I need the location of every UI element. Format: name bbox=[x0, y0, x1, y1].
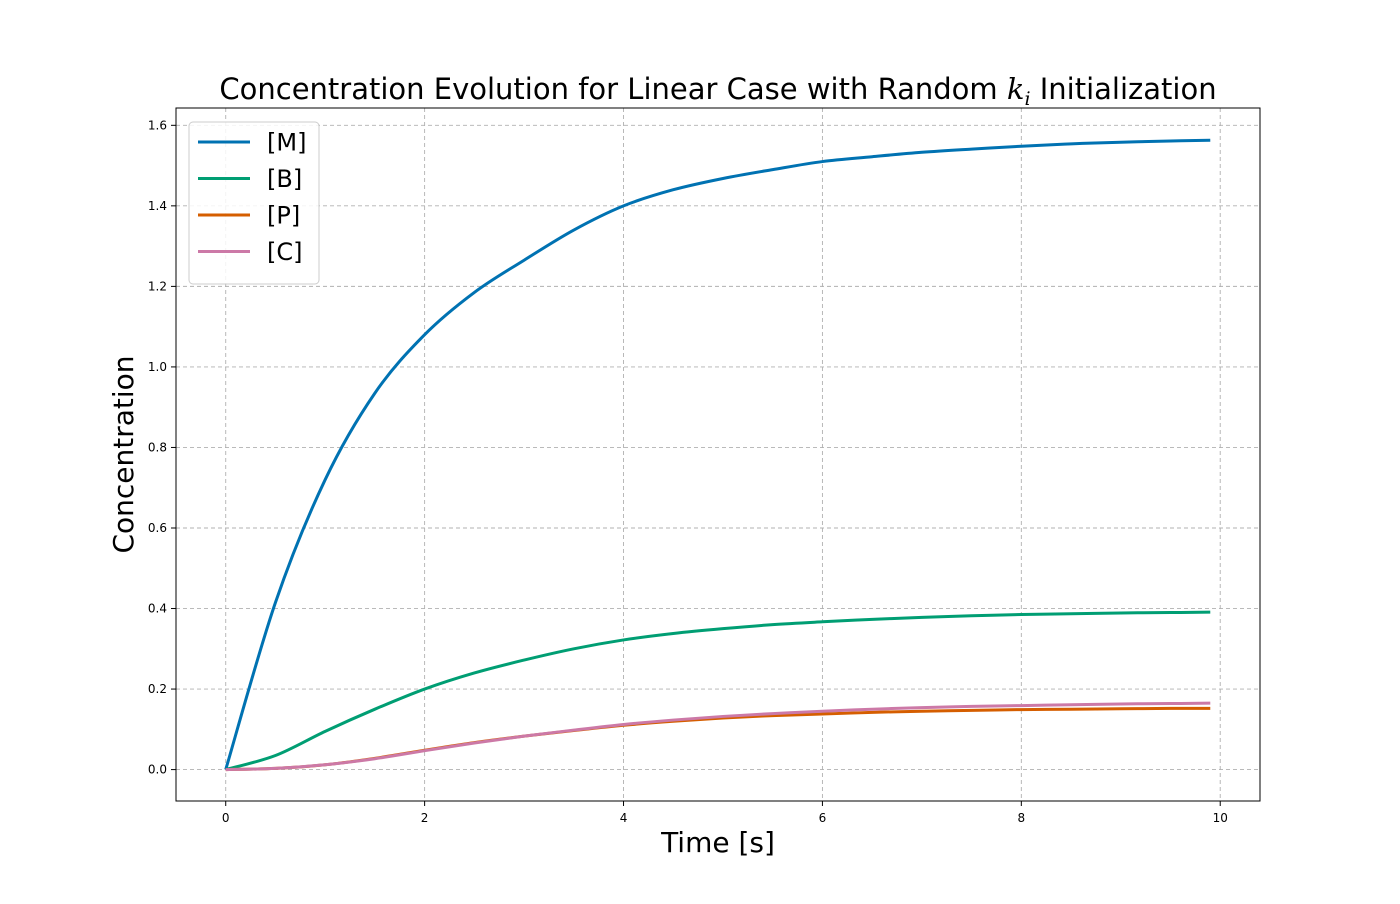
y-tick-label: 1.4 bbox=[148, 199, 167, 213]
legend-label: [C] bbox=[267, 238, 302, 266]
legend-box bbox=[188, 121, 320, 285]
chart-title-prefix: Concentration Evolution for Linear Case … bbox=[219, 72, 1006, 106]
y-tick-label: 0.4 bbox=[148, 602, 167, 616]
legend-label: [P] bbox=[267, 202, 300, 230]
y-tick-label: 1.6 bbox=[148, 118, 167, 132]
chart-title-math-var: k bbox=[1007, 72, 1025, 106]
plot-area-frame bbox=[175, 107, 1261, 802]
y-tick-label: 0.2 bbox=[148, 682, 167, 696]
series-line-c bbox=[225, 701, 1211, 772]
x-tick-label: 6 bbox=[819, 811, 827, 825]
x-tick-label: 4 bbox=[620, 811, 628, 825]
y-tick-label: 1.2 bbox=[148, 279, 167, 293]
legend: [M] [B] [P] [C] bbox=[188, 121, 320, 285]
series-line-m bbox=[224, 138, 1211, 771]
x-tick-label: 8 bbox=[1018, 811, 1026, 825]
y-tick-label: 1.0 bbox=[148, 360, 167, 374]
x-tick-label: 10 bbox=[1213, 811, 1228, 825]
x-tick-label: 2 bbox=[421, 811, 429, 825]
chart-title-suffix: Initialization bbox=[1031, 72, 1217, 106]
grid-lines bbox=[176, 108, 1260, 801]
x-tick-label: 0 bbox=[222, 811, 230, 825]
y-tick-label: 0.6 bbox=[148, 521, 167, 535]
axis-ticks: 0 2 4 6 8 10 0.0 0.2 0.4 0.6 0.8 1.0 1.2 1.4 1.6 bbox=[148, 118, 1228, 825]
series-line-b bbox=[225, 610, 1211, 772]
y-tick-label: 0.0 bbox=[148, 763, 167, 777]
chart-title-math-sub: i bbox=[1024, 88, 1030, 110]
legend-label: [B] bbox=[267, 165, 302, 193]
y-axis-title: Concentration bbox=[107, 355, 140, 553]
chart-title: Concentration Evolution for Linear Case … bbox=[219, 72, 1216, 110]
series-lines bbox=[224, 138, 1211, 772]
x-axis-title: Time [s] bbox=[660, 826, 775, 859]
legend-label: [M] bbox=[267, 129, 306, 157]
y-tick-label: 0.8 bbox=[148, 440, 167, 454]
